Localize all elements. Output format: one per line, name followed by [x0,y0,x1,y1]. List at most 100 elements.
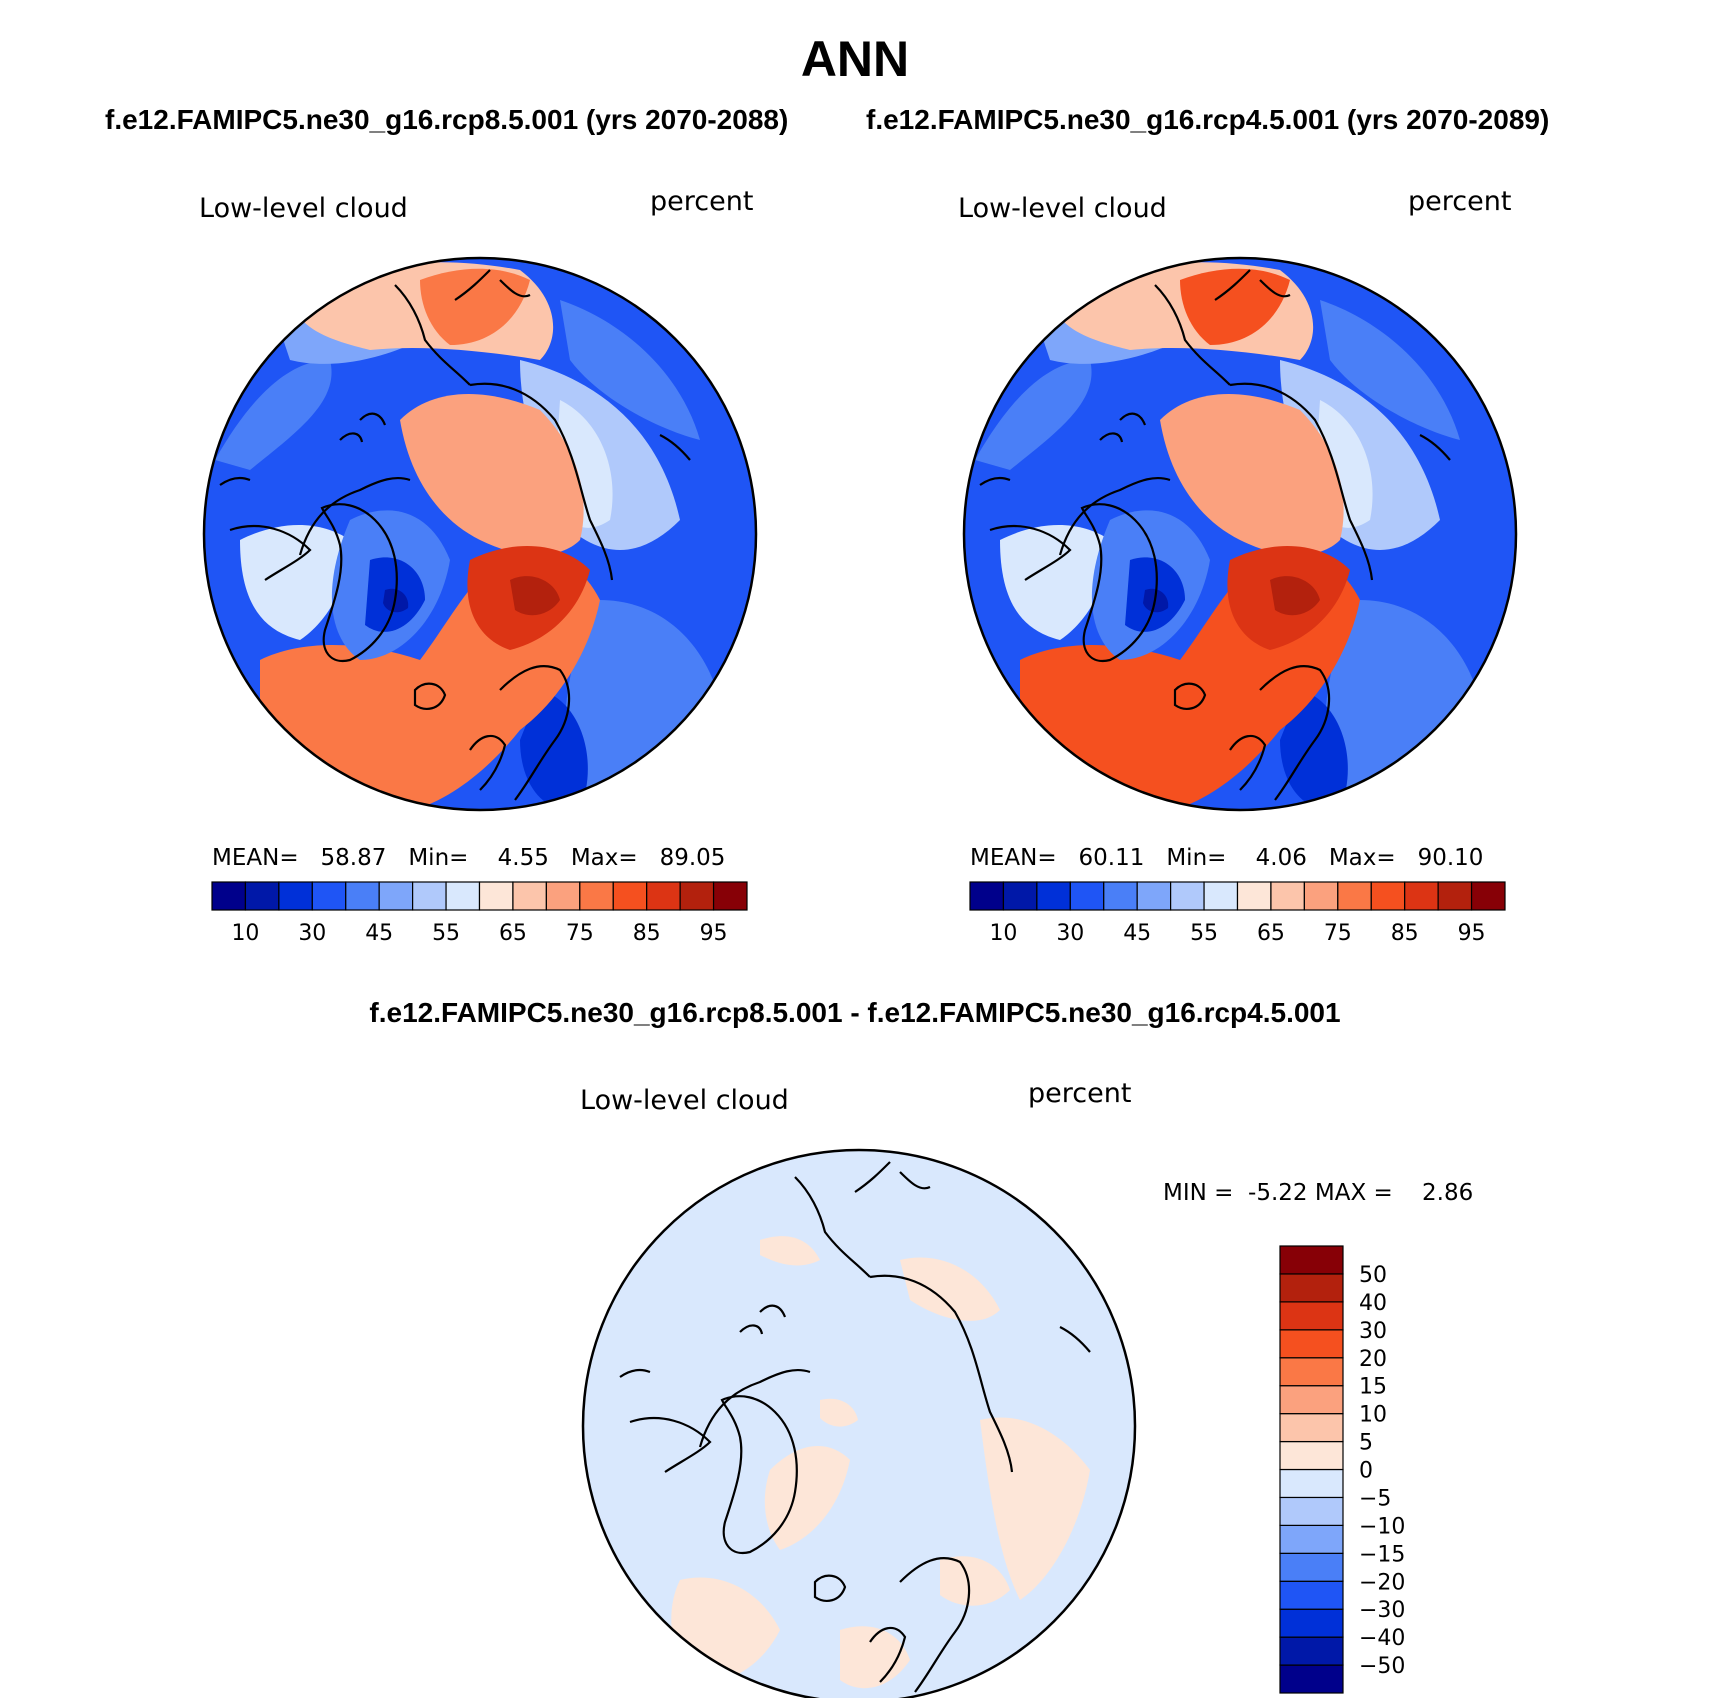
panel3-colorbar-swatch [1279,1608,1344,1638]
panel1-colorbar-swatch [646,881,681,911]
panel1-colorbar-swatch [211,881,247,911]
panel2-colorbar-tick-label: 65 [1257,921,1285,946]
panel2-colorbar-tick-label: 45 [1123,921,1151,946]
panel2-min-value: 4.06 [1255,845,1307,871]
panel3-colorbar-tick-label: 20 [1359,1347,1387,1372]
panel1-map [202,256,758,812]
panel1-map-border [202,256,758,812]
panel2-colorbar-tick-label: 75 [1324,921,1352,946]
panel3-colorbar-tick-label: −20 [1359,1570,1405,1595]
panel1-colorbar-tick-label: 10 [231,921,259,946]
panel3-min-value: -5.22 [1248,1180,1308,1206]
panel3-colorbar-swatch [1279,1385,1344,1415]
panel1-stats: MEAN= 58.87 Min= 4.55 Max= 89.05 [212,845,725,871]
panel3-colorbar-tick-label: −5 [1359,1486,1391,1511]
panel3-colorbar-tick-label: −15 [1359,1542,1405,1567]
panel2-colorbar-tick-label: 10 [989,921,1017,946]
panel3-colorbar-swatch [1279,1301,1344,1331]
panel3-colorbar-tick-label: −40 [1359,1626,1405,1651]
panel1-colorbar-swatch [712,881,748,911]
panel1-min-value: 4.55 [497,845,549,871]
panel3-map [581,1148,1137,1698]
panel1-variable-label: Low-level cloud [199,193,408,224]
panel1-colorbar-swatch [545,881,581,911]
panel3-colorbar-tick-label: 15 [1359,1375,1387,1400]
panel1-colorbar-swatch [311,881,347,911]
panel3-stats: MIN = -5.22 MAX = 2.86 [1163,1180,1473,1206]
panel3-max-label: MAX = [1314,1180,1393,1206]
subtitle-left: f.e12.FAMIPC5.ne30_g16.rcp8.5.001 (yrs 2… [105,104,789,135]
panel3-units-label: percent [1028,1078,1132,1109]
panel1-colorbar-tick-label: 95 [700,921,728,946]
panel2-colorbar-tick-label: 30 [1056,921,1084,946]
panel2-colorbar-swatch [969,881,1005,911]
panel1-colorbar-swatch [445,881,481,911]
panel1-colorbar-swatch [612,881,648,911]
panel1-max-value: 89.05 [659,845,726,871]
panel2-stats: MEAN= 60.11 Min= 4.06 Max= 90.10 [970,845,1483,871]
panel2-colorbar-swatch [1170,881,1205,911]
panel3-colorbar-tick-label: 5 [1359,1431,1373,1456]
panel2-max-value: 90.10 [1417,845,1484,871]
panel2-colorbar-tick-label: 55 [1190,921,1218,946]
panel2-colorbar-tick-label: 95 [1458,921,1486,946]
panel1-colorbar-swatch [512,881,547,911]
panel1-min-label: Min= [408,845,469,871]
panel1-colorbar-tick-label: 85 [633,921,661,946]
panel2-colorbar-swatch [1136,881,1172,911]
panel2-mean-value: 60.11 [1078,845,1145,871]
panel2-colorbar-tick-label: 85 [1391,921,1419,946]
panel3-colorbar-tick-label: 10 [1359,1403,1387,1428]
panel3-colorbar-swatch [1279,1440,1344,1471]
panel3-colorbar-swatch [1279,1496,1344,1526]
panel3-colorbar-tick-label: −50 [1359,1654,1405,1679]
panel2-variable-label: Low-level cloud [958,193,1167,224]
panel2-mean-label: MEAN= [970,845,1057,871]
panel2-colorbar-swatch [1236,881,1272,911]
panel2-colorbar-swatch [1203,881,1239,911]
panel1-colorbar-swatch [478,881,514,911]
panel2-units-label: percent [1408,186,1512,217]
panel2-max-label: Max= [1328,845,1396,871]
panel3-variable-label: Low-level cloud [580,1085,789,1116]
panel2-colorbar-swatch [1002,881,1038,911]
panel3-colorbar-swatch [1279,1468,1344,1499]
panel1-colorbar-swatch [679,881,715,911]
panel3-colorbar-tick-label: 30 [1359,1319,1387,1344]
panel3-colorbar-tick-label: −30 [1359,1598,1405,1623]
panel2-colorbar-swatch [1069,881,1105,911]
panel1-mean-value: 58.87 [320,845,387,871]
panel3-colorbar-swatch [1279,1413,1344,1443]
panel1-units-label: percent [650,186,754,217]
panel1-colorbar-tick-label: 55 [432,921,460,946]
panel1-mean-label: MEAN= [212,845,299,871]
panel2-colorbar-swatch [1270,881,1305,911]
panel3-colorbar-tick-label: 40 [1359,1291,1387,1316]
panel3-colorbar-tick-label: −10 [1359,1514,1405,1539]
panel1-colorbar-tick-label: 45 [365,921,393,946]
panel3-colorbar-swatch [1279,1273,1344,1303]
panel3-min-label: MIN = [1163,1180,1234,1206]
panel2-min-label: Min= [1166,845,1227,871]
panel1-colorbar-swatch [412,881,447,911]
diff-title: f.e12.FAMIPC5.ne30_g16.rcp8.5.001 - f.e1… [369,997,1341,1028]
panel1-colorbar-tick-label: 65 [499,921,527,946]
panel2-colorbar-swatch [1470,881,1506,911]
panel1-colorbar-tick-label: 75 [566,921,594,946]
panel3-colorbar-swatch [1279,1329,1344,1359]
panel1-colorbar-swatch [579,881,614,911]
panel2-colorbar-swatch [1404,881,1439,911]
panel2-colorbar: 10 30 45 55 65 75 85 95 [969,881,1506,946]
panel1-max-label: Max= [570,845,638,871]
panel3-colorbar-swatch [1279,1664,1344,1694]
panel2-colorbar-swatch [1036,881,1071,911]
panel2-colorbar-swatch [1103,881,1138,911]
panel3-colorbar-tick-label: 0 [1359,1459,1373,1484]
panel1-colorbar-tick-label: 30 [298,921,326,946]
panel3-colorbar-swatch [1279,1552,1344,1582]
panel3-colorbar-swatch [1279,1636,1344,1666]
panel3-colorbar-swatch [1279,1580,1344,1610]
panel3-colorbar-swatch [1279,1524,1344,1554]
